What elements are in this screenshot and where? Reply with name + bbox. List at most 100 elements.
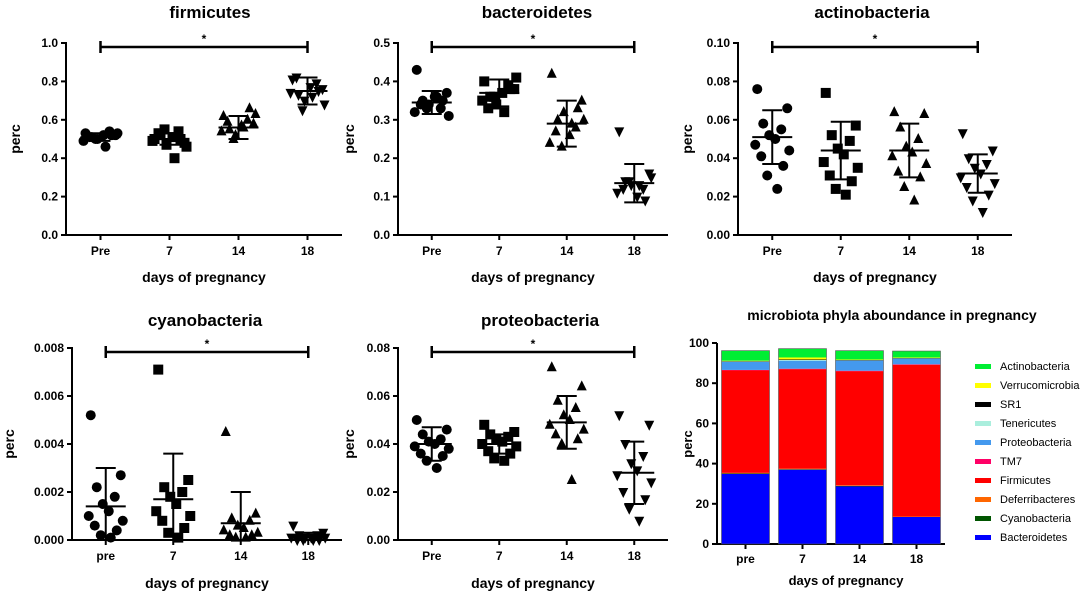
data-point <box>411 415 422 425</box>
data-point <box>218 524 229 535</box>
data-point <box>177 487 188 497</box>
data-point <box>216 125 227 136</box>
data-point <box>752 84 763 95</box>
y-tick-label: 0.08 <box>367 341 391 355</box>
bar-segment-sr1 <box>721 361 770 362</box>
legend-swatch <box>975 497 991 502</box>
data-point <box>179 523 190 533</box>
legend-swatch <box>975 535 991 540</box>
data-point <box>640 196 651 207</box>
x-tick-label: Pre <box>422 549 442 563</box>
x-tick-label: pre <box>736 552 755 566</box>
data-point <box>159 482 170 493</box>
bar-segment-deferribacteres <box>778 468 827 470</box>
bar-segment-deferribacteres <box>721 472 770 474</box>
y-tick-label: 0.2 <box>41 190 58 204</box>
data-point <box>614 411 625 422</box>
bar-segment-verrucomicrobia <box>721 360 770 362</box>
bar-segment-tm7 <box>835 370 884 372</box>
legend-label: Proteobacteria <box>1000 437 1072 449</box>
panel-title: proteobacteria <box>481 311 600 330</box>
data-point <box>909 194 920 205</box>
data-point <box>157 515 168 526</box>
bar-segment-sr1 <box>892 357 941 359</box>
data-point <box>291 73 302 84</box>
data-point <box>307 92 318 103</box>
y-tick-label: 0.0 <box>41 228 58 242</box>
data-point <box>646 173 657 184</box>
data-point <box>614 127 625 138</box>
data-point <box>435 103 446 114</box>
x-tick-label: 18 <box>302 549 316 563</box>
data-point <box>106 130 117 141</box>
legend-swatch <box>975 402 991 407</box>
x-tick-label: Pre <box>422 244 442 258</box>
y-tick-label: 0.00 <box>707 228 731 242</box>
data-point <box>185 511 196 521</box>
bar-segment-sr1 <box>778 359 827 360</box>
data-point <box>576 94 587 105</box>
legend-swatch <box>975 383 991 388</box>
significance-star: * <box>205 337 210 351</box>
data-point <box>117 515 128 526</box>
bar-segment-firmicutes <box>835 371 884 486</box>
x-tick-label: 18 <box>971 244 985 258</box>
bar-outline <box>721 350 770 545</box>
data-point <box>167 132 178 143</box>
y-tick-label: 0 <box>702 537 709 551</box>
data-point <box>165 491 176 502</box>
data-point <box>153 128 164 139</box>
legend-swatch <box>975 478 991 483</box>
data-point <box>489 91 500 102</box>
data-point <box>832 143 843 154</box>
data-point <box>151 506 162 517</box>
y-tick-label: 0.2 <box>373 151 390 165</box>
data-point <box>887 150 898 161</box>
y-tick-label: 0.4 <box>373 74 390 88</box>
data-point <box>483 446 494 457</box>
y-tick-label: 0.000 <box>34 533 64 547</box>
data-point <box>852 162 863 173</box>
x-axis-label: days of pregnancy <box>471 575 595 591</box>
data-point <box>824 170 835 181</box>
data-point <box>222 115 233 126</box>
data-point <box>556 438 567 448</box>
significance-star: * <box>873 32 878 46</box>
bar-segment-proteobacteria <box>778 360 827 369</box>
bar-segment-cyanobacteria <box>778 469 827 470</box>
data-point <box>981 159 992 170</box>
data-point <box>293 90 304 101</box>
data-point <box>169 153 180 164</box>
x-tick-label: 7 <box>837 244 844 258</box>
y-tick-label: 0.3 <box>373 113 390 127</box>
bar-segment-bacteroidetes <box>835 486 884 544</box>
stacked-bar-panel: microbiota phyla aboundance in pregnancy… <box>680 307 1080 588</box>
x-axis-label: days of pregnancy <box>471 269 595 285</box>
data-point <box>963 154 974 165</box>
data-point <box>921 157 932 168</box>
data-point <box>443 443 454 454</box>
x-tick-label: 7 <box>799 552 806 566</box>
y-axis-label: perc <box>680 430 695 457</box>
data-point <box>511 441 522 452</box>
bar-segment-proteobacteria <box>892 358 941 365</box>
bar-segment-firmicutes <box>778 369 827 469</box>
data-point <box>784 145 795 156</box>
bar-segment-bacteroidetes <box>778 469 827 544</box>
bar-segment-proteobacteria <box>721 361 770 370</box>
x-axis-label: days of pregnancy <box>142 269 266 285</box>
bar-segment-tenericutes <box>892 358 941 359</box>
data-point <box>550 428 561 439</box>
data-point <box>181 141 192 152</box>
data-point <box>818 157 829 168</box>
data-point <box>90 134 101 144</box>
y-tick-label: 0.10 <box>707 36 731 50</box>
x-tick-label: 14 <box>232 244 246 258</box>
data-point <box>895 121 906 132</box>
data-point <box>242 113 253 124</box>
x-tick-label: 7 <box>170 549 177 563</box>
data-point <box>91 482 102 493</box>
x-axis-label: days of pregnancy <box>145 575 269 591</box>
data-point <box>311 79 322 90</box>
data-point <box>840 189 851 200</box>
